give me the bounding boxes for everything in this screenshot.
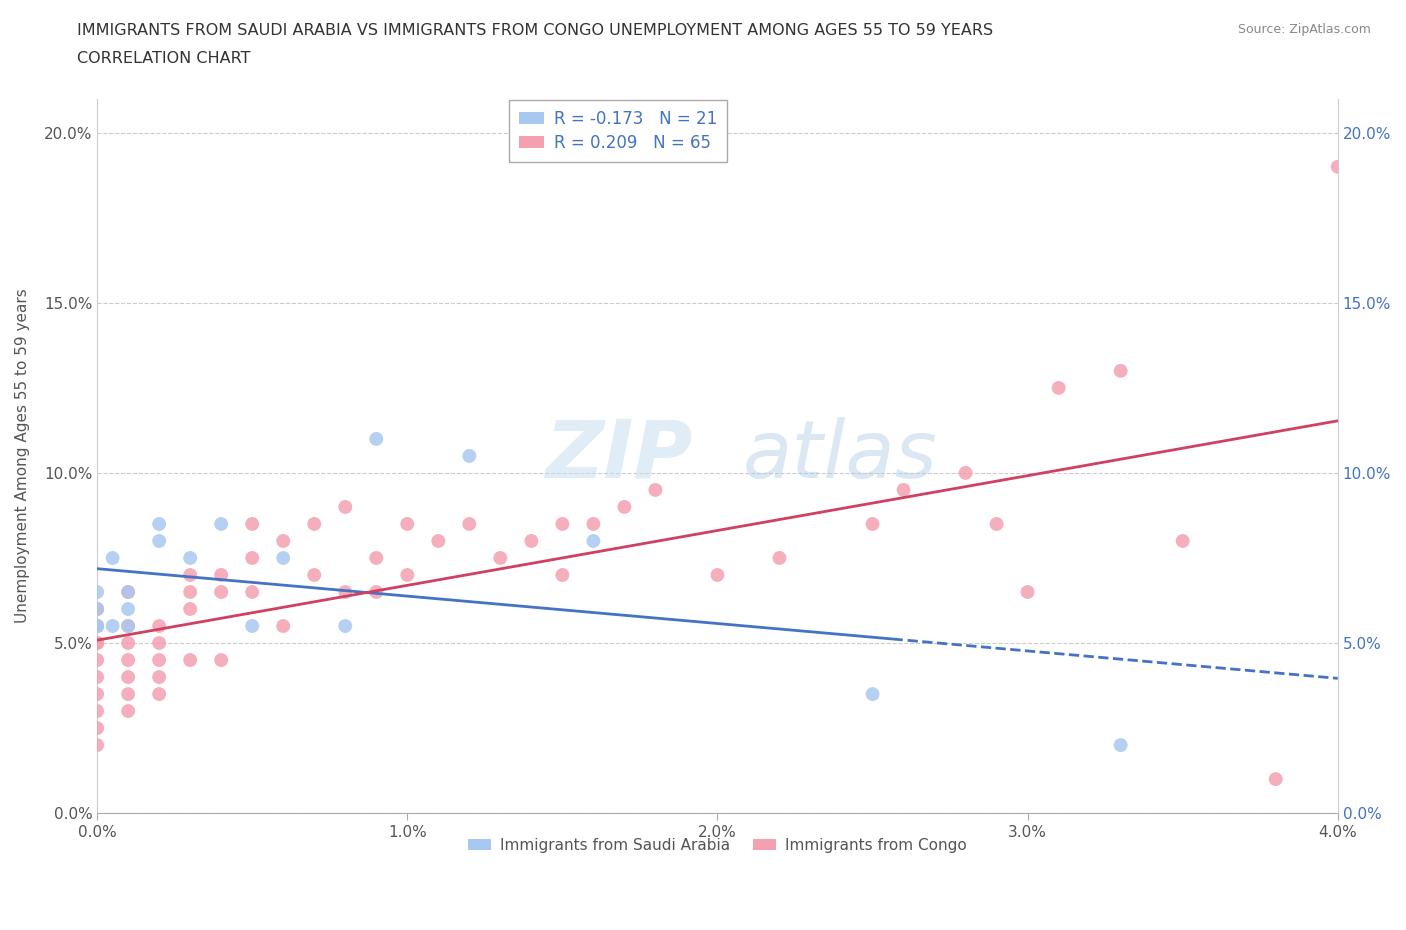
Point — [86, 653, 108, 668]
Point — [1326, 159, 1348, 174]
Point — [551, 567, 574, 582]
Point — [302, 567, 325, 582]
Point — [366, 551, 388, 565]
Point — [271, 618, 294, 633]
Point — [335, 585, 357, 600]
Point — [117, 635, 139, 650]
Point — [148, 516, 170, 531]
Point — [86, 737, 108, 752]
Point — [148, 653, 170, 668]
Point — [117, 653, 139, 668]
Point — [489, 551, 512, 565]
Point — [396, 567, 419, 582]
Point — [148, 635, 170, 650]
Point — [335, 618, 357, 633]
Point — [86, 602, 108, 617]
Point — [148, 686, 170, 701]
Point — [86, 686, 108, 701]
Point — [1109, 737, 1132, 752]
Point — [86, 618, 108, 633]
Point — [209, 653, 232, 668]
Point — [1109, 364, 1132, 379]
Point — [644, 483, 666, 498]
Point — [117, 670, 139, 684]
Point — [458, 448, 481, 463]
Point — [396, 516, 419, 531]
Point — [86, 618, 108, 633]
Point — [1171, 534, 1194, 549]
Point — [302, 516, 325, 531]
Point — [240, 516, 263, 531]
Point — [366, 585, 388, 600]
Point — [117, 585, 139, 600]
Point — [101, 551, 124, 565]
Text: Source: ZipAtlas.com: Source: ZipAtlas.com — [1237, 23, 1371, 36]
Y-axis label: Unemployment Among Ages 55 to 59 years: Unemployment Among Ages 55 to 59 years — [15, 288, 30, 623]
Point — [86, 635, 108, 650]
Point — [86, 602, 108, 617]
Legend: Immigrants from Saudi Arabia, Immigrants from Congo: Immigrants from Saudi Arabia, Immigrants… — [461, 831, 973, 859]
Point — [427, 534, 450, 549]
Point — [862, 686, 884, 701]
Point — [117, 686, 139, 701]
Point — [1017, 585, 1039, 600]
Point — [148, 618, 170, 633]
Point — [706, 567, 728, 582]
Point — [768, 551, 790, 565]
Point — [240, 585, 263, 600]
Point — [271, 534, 294, 549]
Point — [86, 618, 108, 633]
Point — [101, 618, 124, 633]
Point — [955, 466, 977, 481]
Point — [209, 516, 232, 531]
Point — [117, 618, 139, 633]
Point — [86, 670, 108, 684]
Point — [86, 721, 108, 736]
Text: IMMIGRANTS FROM SAUDI ARABIA VS IMMIGRANTS FROM CONGO UNEMPLOYMENT AMONG AGES 55: IMMIGRANTS FROM SAUDI ARABIA VS IMMIGRAN… — [77, 23, 994, 38]
Point — [86, 602, 108, 617]
Text: atlas: atlas — [742, 417, 936, 495]
Point — [86, 618, 108, 633]
Point — [271, 551, 294, 565]
Point — [1264, 772, 1286, 787]
Point — [117, 602, 139, 617]
Point — [986, 516, 1008, 531]
Point — [179, 602, 201, 617]
Text: CORRELATION CHART: CORRELATION CHART — [77, 51, 250, 66]
Point — [582, 534, 605, 549]
Point — [613, 499, 636, 514]
Point — [862, 516, 884, 531]
Point — [240, 618, 263, 633]
Point — [117, 704, 139, 719]
Point — [148, 670, 170, 684]
Point — [209, 567, 232, 582]
Point — [86, 585, 108, 600]
Point — [86, 635, 108, 650]
Point — [117, 618, 139, 633]
Point — [366, 432, 388, 446]
Point — [117, 585, 139, 600]
Point — [179, 653, 201, 668]
Point — [86, 704, 108, 719]
Point — [458, 516, 481, 531]
Point — [893, 483, 915, 498]
Point — [335, 499, 357, 514]
Point — [179, 585, 201, 600]
Point — [582, 516, 605, 531]
Point — [179, 551, 201, 565]
Point — [520, 534, 543, 549]
Point — [148, 534, 170, 549]
Text: ZIP: ZIP — [546, 417, 693, 495]
Point — [551, 516, 574, 531]
Point — [1047, 380, 1070, 395]
Point — [179, 567, 201, 582]
Point — [240, 551, 263, 565]
Point — [209, 585, 232, 600]
